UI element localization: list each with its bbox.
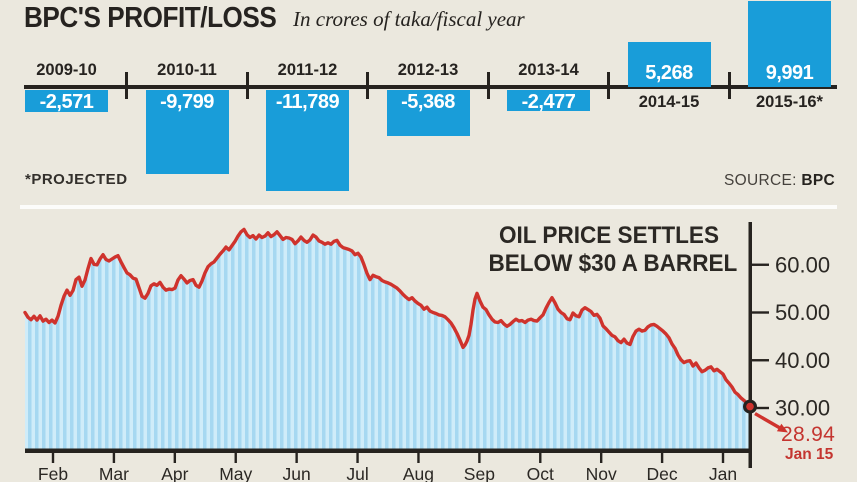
plot-axes <box>25 222 769 468</box>
bar-value-label: 5,268 <box>645 62 693 84</box>
source-credit: SOURCE: BPC <box>724 172 835 190</box>
projected-note: *PROJECTED <box>25 171 128 188</box>
bar-year-label: 2015-16* <box>756 93 823 111</box>
arrow-head-icon <box>776 423 788 433</box>
oil-title-line2: BELOW $30 A BARREL <box>488 250 738 277</box>
source-value: BPC <box>801 172 835 189</box>
bar-year-label: 2013-14 <box>518 61 579 79</box>
bar-2010-11 <box>145 90 229 175</box>
bar-2009-10 <box>25 90 108 113</box>
month-label: Nov <box>586 464 617 482</box>
month-label: Jul <box>346 464 368 482</box>
y-tick-label: 40.00 <box>775 348 830 373</box>
callout-arrow <box>743 399 788 433</box>
oil-area-shape <box>25 229 750 451</box>
bar-value-label: -2,571 <box>39 91 94 113</box>
bar-axis-tick <box>245 72 249 99</box>
chart-subtitle: In crores of taka/fiscal year <box>293 7 525 31</box>
bpc-profit-loss-chart: BPC'S PROFIT/LOSS In crores of taka/fisc… <box>0 0 857 206</box>
oil-price-polyline <box>23 227 752 409</box>
source-label: SOURCE: <box>724 172 797 189</box>
bar-axis-tick <box>486 72 490 99</box>
month-label: Aug <box>403 464 434 482</box>
month-label: Oct <box>527 464 554 482</box>
oil-price-chart: 60.00 50.00 40.00 30.00 Feb Mar Apr May Jun Jul Au… <box>0 210 857 482</box>
y-tick-label: 30.00 <box>775 396 830 421</box>
bar-axis-tick <box>125 72 128 99</box>
bar-year-label: 2014-15 <box>638 93 700 111</box>
month-label: Apr <box>161 464 188 482</box>
bar-value-label: -5,368 <box>401 91 455 113</box>
callout-date: Jan 15 <box>785 446 834 463</box>
bar-year-label: 2011-12 <box>277 61 338 79</box>
price-line <box>23 227 752 409</box>
month-label: Feb <box>38 464 68 482</box>
bar-year-label: 2012-13 <box>397 61 459 79</box>
page-title: BPC'S PROFIT/LOSS <box>24 2 277 34</box>
month-label: Jan <box>709 464 737 482</box>
bar-value-label: -11,789 <box>275 91 340 113</box>
bar-2013-14 <box>507 90 590 112</box>
bar-axis-tick <box>727 72 731 99</box>
month-label: Sep <box>464 464 495 482</box>
oil-chart-title: OIL PRICE SETTLES BELOW $30 A BARREL <box>488 222 738 278</box>
oil-title-line1: OIL PRICE SETTLES <box>498 222 719 249</box>
month-label: Dec <box>647 464 678 482</box>
bar-axis-tick <box>366 72 369 99</box>
bar-year-label: 2010-11 <box>157 61 217 79</box>
month-label: Jun <box>283 464 311 482</box>
bar-2014-15 <box>627 41 711 87</box>
bar-2011-12 <box>266 90 349 192</box>
bar-2012-13 <box>386 90 470 137</box>
bar-chart-axis-line <box>24 85 837 89</box>
callout-price: 28.94 <box>781 423 836 446</box>
axis-labels: 60.00 50.00 40.00 30.00 Feb Mar Apr May Jun Jul Au… <box>38 252 830 482</box>
bar-year-label: 2009-10 <box>36 61 97 79</box>
oil-price-plot: 60.00 50.00 40.00 30.00 Feb Mar Apr May Jun Jul Au… <box>23 222 830 482</box>
y-tick-label: 50.00 <box>775 300 830 325</box>
bar-value-label: 9,991 <box>765 62 814 84</box>
y-tick-label: 60.00 <box>775 252 830 277</box>
bar-value-label: -2,477 <box>521 91 576 113</box>
bar-2015-16* <box>748 1 831 87</box>
bar-value-label: -9,799 <box>160 91 214 113</box>
month-label: Mar <box>99 464 129 482</box>
bar-axis-tick <box>607 72 610 99</box>
section-divider <box>20 205 837 209</box>
month-label: May <box>219 464 252 482</box>
area-fill <box>25 229 750 451</box>
